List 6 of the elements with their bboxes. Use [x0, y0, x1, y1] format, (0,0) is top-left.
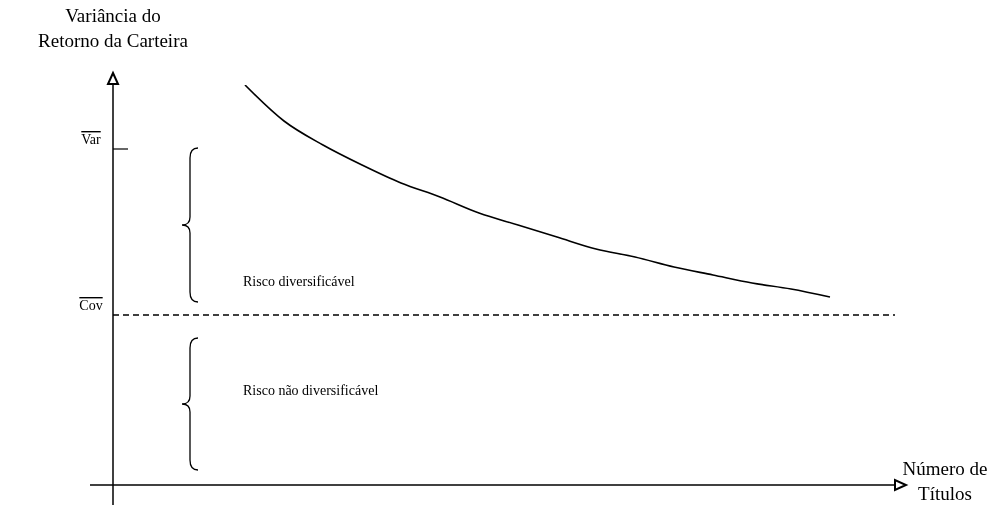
- y-axis-title: Variância do Retorno da Carteira: [38, 5, 189, 51]
- x-axis-title: Número de Títulos: [902, 458, 988, 504]
- annotation: Risco não diversificável: [243, 383, 379, 398]
- annotation: Risco diversificável: [243, 274, 355, 289]
- ref-line-label: Cov: [79, 298, 103, 313]
- text: Var: [81, 132, 102, 147]
